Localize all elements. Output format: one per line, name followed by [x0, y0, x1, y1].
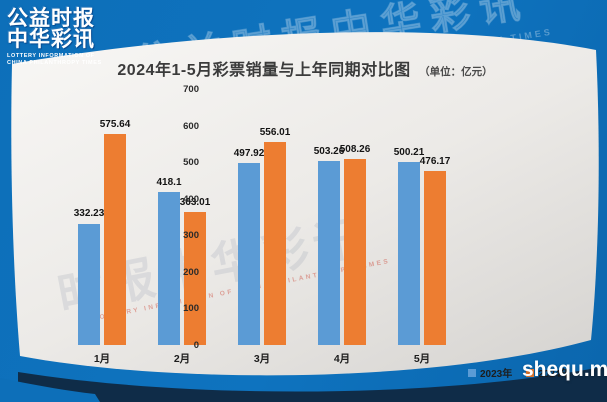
- y-tick-400: 400: [183, 193, 199, 205]
- bar-value-2023年-5月: 500.21: [393, 147, 425, 159]
- x-category-1月: 1月: [93, 353, 111, 365]
- legend-label-2023年: 2023年: [480, 369, 513, 380]
- x-category-5月: 5月: [413, 353, 431, 365]
- logo-line1: 公益时报: [7, 7, 95, 30]
- bar-value-2023年-4月: 503.26: [313, 145, 345, 157]
- legend-swatch-2024年: [526, 368, 535, 377]
- bar-value-2024年-4月: 508.26: [339, 144, 371, 156]
- site-watermark: shequ.me: [522, 358, 607, 381]
- x-category-4月: 4月: [333, 353, 351, 365]
- bar-2023年-5月: [398, 162, 420, 345]
- bar-2024年-4月: [344, 159, 366, 345]
- logo: 公益时报 中华彩讯 LOTTERY INFORMATION OF CHINA P…: [7, 8, 102, 67]
- bar-2023年-3月: [238, 162, 260, 345]
- y-tick-200: 200: [183, 266, 199, 278]
- bar-value-2023年-3月: 497.92: [233, 147, 265, 159]
- logo-subtitle-line1: LOTTERY INFORMATION OF: [7, 52, 95, 59]
- bar-2024年-2月: [184, 212, 206, 345]
- y-tick-300: 300: [183, 230, 199, 242]
- legend-swatch-2023年: [468, 368, 476, 377]
- bar-2023年-1月: [78, 223, 100, 345]
- navy-swoosh: [18, 366, 607, 402]
- bar-chart-plot: 332.23 575.64 1月 418.1 363.01 2月 497.92 556.01 3…: [62, 89, 462, 365]
- bar-2024年-5月: [424, 170, 446, 345]
- bar-2024年-3月: [264, 141, 286, 345]
- bar-value-2023年-2月: 418.1: [156, 177, 182, 189]
- bar-2024年-1月: [104, 134, 126, 345]
- legend-label-2024年: 2024年: [538, 369, 571, 380]
- bar-2023年-2月: [158, 192, 180, 345]
- chart-title: 2024年1-5月彩票销量与上年同期对比图: [117, 62, 411, 79]
- chart-legend: 2023年 2024年: [468, 365, 571, 380]
- logo-subtitle: LOTTERY INFORMATION OF CHINA PHILANTHROP…: [7, 53, 102, 67]
- legend-item-2024年: 2024年: [526, 365, 571, 380]
- bar-value-2023年-1月: 332.23: [73, 208, 105, 220]
- chart-title-unit: （单位：亿元）: [419, 66, 493, 78]
- y-tick-100: 100: [183, 303, 199, 315]
- bar-value-2024年-5月: 476.17: [419, 155, 451, 167]
- logo-line2: 中华彩讯: [7, 28, 95, 52]
- y-tick-0: 0: [193, 340, 199, 351]
- legend-item-2023年: 2023年: [468, 365, 512, 380]
- chart-title-row: 2024年1-5月彩票销量与上年同期对比图 （单位：亿元）: [40, 56, 570, 80]
- y-tick-700: 700: [183, 84, 199, 95]
- x-category-2月: 2月: [173, 353, 191, 365]
- y-tick-500: 500: [183, 157, 199, 169]
- blue-corner: [0, 378, 100, 402]
- x-category-3月: 3月: [253, 353, 271, 365]
- bar-value-2024年-2月: 363.01: [179, 197, 211, 209]
- bar-2023年-4月: [318, 160, 340, 345]
- bar-value-2024年-3月: 556.01: [259, 126, 291, 138]
- y-tick-600: 600: [183, 120, 199, 132]
- bar-value-2024年-1月: 575.64: [99, 119, 131, 131]
- logo-subtitle-line2: CHINA PHILANTHROPY TIMES: [7, 59, 102, 66]
